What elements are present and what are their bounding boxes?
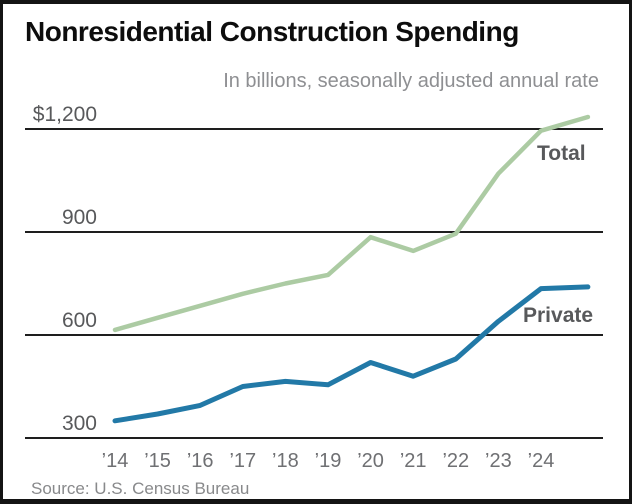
series-label-private: Private [523,304,594,327]
x-tick-label: ’21 [400,450,427,472]
x-tick-label: ’18 [272,450,299,472]
x-tick-label: ’23 [485,450,512,472]
chart-title: Nonresidential Construction Spending [25,16,519,47]
y-tick-label: 600 [62,309,97,332]
x-tick-label: ’20 [357,450,384,472]
x-tick-label: ’15 [144,450,171,472]
x-tick-label: ’19 [315,450,342,472]
chart-subtitle: In billions, seasonally adjusted annual … [223,70,599,92]
private-line [112,284,591,424]
total-line [112,114,591,333]
x-tick-label: ’24 [528,450,555,472]
y-tick-label: 900 [62,206,97,229]
y-tick-label: $1,200 [33,103,97,126]
x-tick-label: ’22 [442,450,469,472]
x-tick-label: ’17 [229,450,256,472]
plot-area: $1,200 900 600 300’14 ’15 ’16 ’17 ’18 ’19 ’20 ’21 ’… [25,103,603,472]
x-tick-label: ’14 [102,450,129,472]
x-tick-label: ’16 [187,450,214,472]
source-note: Source: U.S. Census Bureau [31,479,250,498]
y-tick-label: 300 [62,412,97,435]
series-label-total: Total [537,142,586,165]
